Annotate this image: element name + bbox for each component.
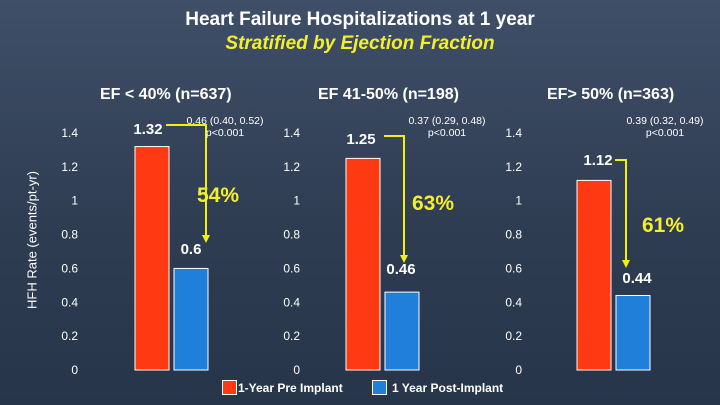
reduction-arrow [384,135,408,263]
legend-label-post: 1 Year Post-Implant [392,381,504,395]
y-tick-label: 1 [515,194,522,208]
stats-line: p<0.001 [206,127,244,139]
y-tick-label: 0.4 [283,295,300,309]
stats-line: 0.39 (0.32, 0.49) [626,115,703,127]
y-tick-label: 1.2 [505,160,522,174]
stats-annotation: 0.37 (0.29, 0.48) p<0.001 [408,115,485,139]
bar-pre-implant [345,157,381,371]
reduction-percent: 61% [642,214,684,237]
y-tick-label: 1.2 [61,160,78,174]
y-tick-label: 1.2 [283,160,300,174]
legend-swatch-pre [222,380,237,395]
group-title-ef-41-50: EF 41-50% (n=198) [318,86,459,103]
stats-line: p<0.001 [428,127,466,139]
legend-swatch-post [372,380,387,395]
y-tick-label: 0.2 [61,329,78,343]
group-title-ef-lt-40: EF < 40% (n=637) [100,86,232,103]
group-title-ef-gt-50: EF> 50% (n=363) [547,86,675,103]
stats-line: 0.46 (0.40, 0.52) [186,115,263,127]
y-tick-label: 0.4 [505,295,522,309]
y-tick-label: 1 [293,194,300,208]
reduction-percent: 54% [197,184,239,207]
y-tick-label: 0.4 [61,295,78,309]
y-tick-label: 1.4 [505,126,522,140]
reduction-arrow [615,159,630,268]
y-tick-label: 1.4 [61,126,78,140]
y-tick-label: 1 [71,194,78,208]
bar-post-implant [173,267,209,371]
y-tick-label: 0.2 [505,329,522,343]
y-tick-label: 0.8 [505,228,522,242]
stats-line: 0.37 (0.29, 0.48) [408,115,485,127]
data-label-pre: 1.32 [133,121,162,138]
bar-pre-implant [576,179,612,371]
y-tick-label: 0 [293,363,300,377]
data-label-post: 0.46 [386,261,415,278]
data-label-pre: 1.25 [346,131,375,148]
stats-line: p<0.001 [646,127,684,139]
chart-title: Heart Failure Hospitalizations at 1 year [185,9,535,30]
y-tick-label: 0 [71,363,78,377]
reduction-arrow [166,124,210,243]
y-tick-label: 0.6 [61,261,78,275]
y-tick-label: 0.8 [283,228,300,242]
chart-subtitle: Stratified by Ejection Fraction [225,33,495,54]
bar-post-implant [384,291,420,371]
data-label-post: 0.6 [181,241,202,258]
y-tick-label: 0.6 [505,261,522,275]
y-tick-label: 1.4 [283,126,300,140]
reduction-percent: 63% [412,192,454,215]
y-tick-label: 0 [515,363,522,377]
bar-pre-implant [134,146,170,371]
stats-annotation: 0.46 (0.40, 0.52) p<0.001 [186,115,263,139]
bar-post-implant [615,295,651,371]
legend-label-pre: 1-Year Pre Implant [238,381,343,395]
y-tick-label: 0.8 [61,228,78,242]
title-block: Heart Failure Hospitalizations at 1 year… [0,8,720,56]
y-tick-label: 0.2 [283,329,300,343]
stats-annotation: 0.39 (0.32, 0.49) p<0.001 [626,115,703,139]
y-tick-label: 0.6 [283,261,300,275]
data-label-post: 0.44 [622,270,652,287]
data-label-pre: 1.12 [583,152,612,169]
